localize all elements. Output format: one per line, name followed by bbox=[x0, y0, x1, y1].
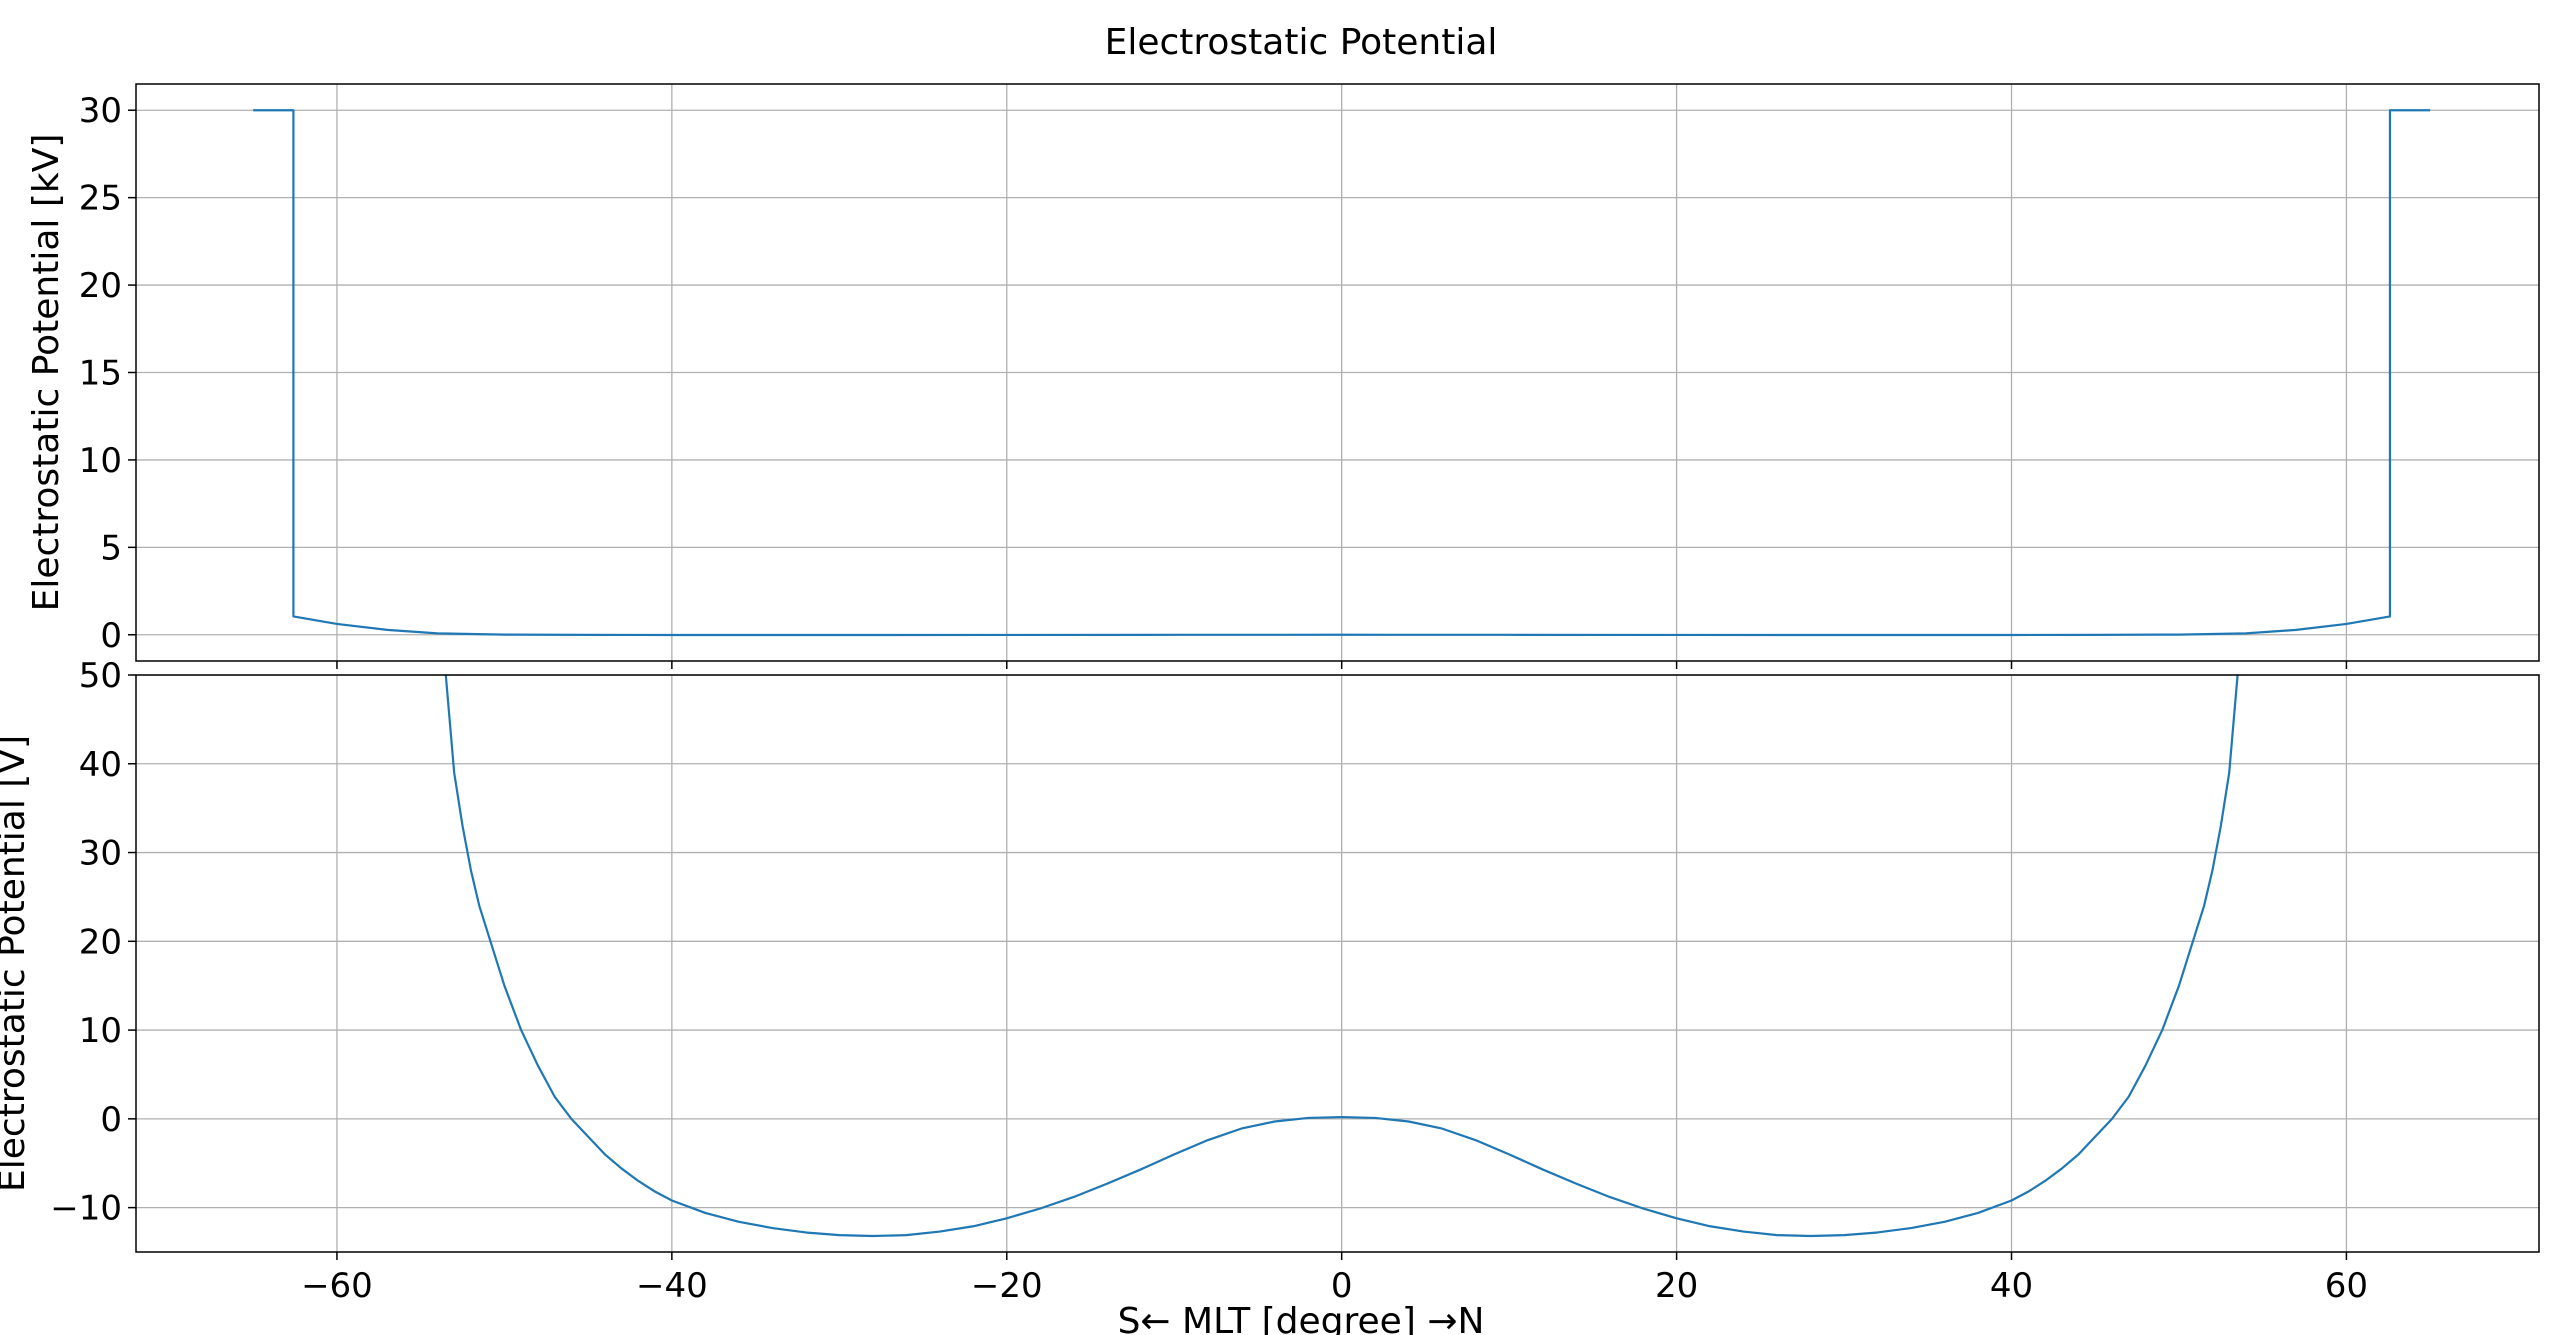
y-axis-label: Electrostatic Potential [V] bbox=[0, 735, 33, 1192]
y-tick-label: 0 bbox=[100, 1100, 122, 1140]
series-line bbox=[253, 109, 2431, 637]
y-tick-label: −10 bbox=[50, 1189, 122, 1229]
plot-frame bbox=[135, 674, 2540, 1253]
y-tick-label: 40 bbox=[79, 745, 122, 785]
y-tick-label: 10 bbox=[79, 1011, 122, 1051]
x-tick-label: 40 bbox=[1990, 1266, 2033, 1306]
x-axis-label: S← MLT [degree] →N bbox=[1118, 1301, 1485, 1335]
y-tick-label: 20 bbox=[79, 266, 122, 306]
bottom-panel: −60 −40 −20 0 20 40 60 −10 0 10 20 30 40 50 Electrosta… bbox=[0, 656, 2540, 1306]
x-tick-label: 20 bbox=[1655, 1266, 1698, 1306]
y-tick-label: 10 bbox=[79, 441, 122, 481]
figure-title: Electrostatic Potential bbox=[1105, 22, 1498, 63]
x-tick-label: −40 bbox=[636, 1266, 708, 1306]
y-tick-label: 30 bbox=[79, 834, 122, 874]
y-tick-label: 50 bbox=[79, 656, 122, 696]
x-tick-label: 60 bbox=[2325, 1266, 2368, 1306]
y-tick-label: 20 bbox=[79, 922, 122, 962]
top-panel: 0 5 10 15 20 25 30 Electrostatic Potential [kV] bbox=[26, 83, 2540, 669]
y-tick-label: 15 bbox=[79, 354, 122, 394]
y-tick-label: 25 bbox=[79, 179, 122, 219]
x-tick-label: −60 bbox=[301, 1266, 373, 1306]
series-line bbox=[444, 675, 2239, 1238]
y-tick-label: 0 bbox=[100, 616, 122, 656]
x-tick-label: −20 bbox=[971, 1266, 1043, 1306]
y-tick-label: 30 bbox=[79, 91, 122, 131]
y-tick-label: 5 bbox=[100, 528, 122, 568]
x-tick-label: 0 bbox=[1331, 1266, 1353, 1306]
y-axis-label: Electrostatic Potential [kV] bbox=[26, 134, 67, 612]
